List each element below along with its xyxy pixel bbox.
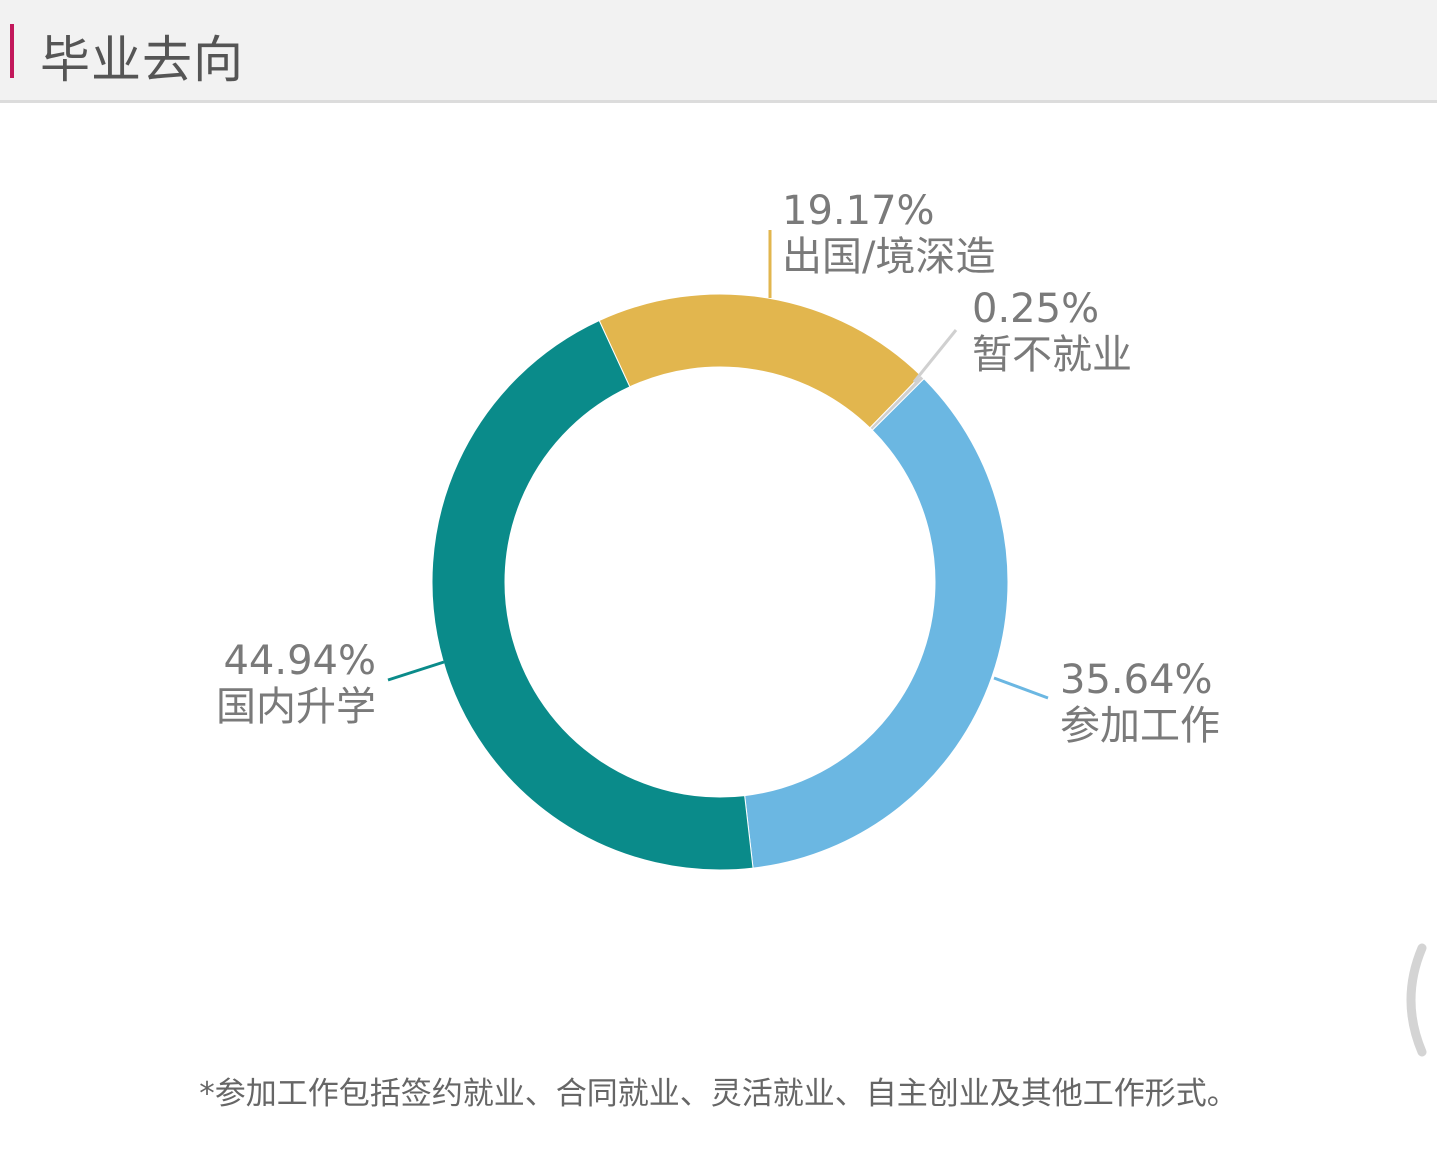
category-label: 参加工作 [1060, 703, 1220, 749]
leader-line-domestic-study [387, 660, 445, 682]
accent-bar [10, 24, 14, 78]
section-header: 毕业去向 [0, 0, 1437, 103]
category-label: 暂不就业 [972, 332, 1132, 378]
value-label: 44.94% [223, 638, 376, 684]
value-label: 35.64% [1060, 657, 1213, 703]
label-abroad: 19.17% 出国/境深造 [782, 188, 995, 280]
label-employed: 35.64% 参加工作 [1060, 657, 1220, 749]
value-label: 19.17% [782, 188, 935, 234]
label-domestic-study: 44.94% 国内升学 [190, 638, 376, 730]
slice-abroad [598, 293, 922, 429]
leader-line-employed [993, 676, 1049, 700]
slice-domestic-study [431, 319, 754, 871]
slice-employed [744, 378, 1009, 869]
page-title: 毕业去向 [40, 31, 244, 89]
leader-line-unemployed [912, 329, 958, 383]
value-label: 0.25% [972, 286, 1100, 332]
category-label: 出国/境深造 [782, 234, 996, 280]
footnote: *参加工作包括签约就业、合同就业、灵活就业、自主创业及其他工作形式。 [199, 1076, 1238, 1112]
label-unemployed: 0.25% 暂不就业 [972, 286, 1132, 378]
scroll-indicator[interactable] [1406, 943, 1427, 1057]
category-label: 国内升学 [216, 684, 376, 730]
